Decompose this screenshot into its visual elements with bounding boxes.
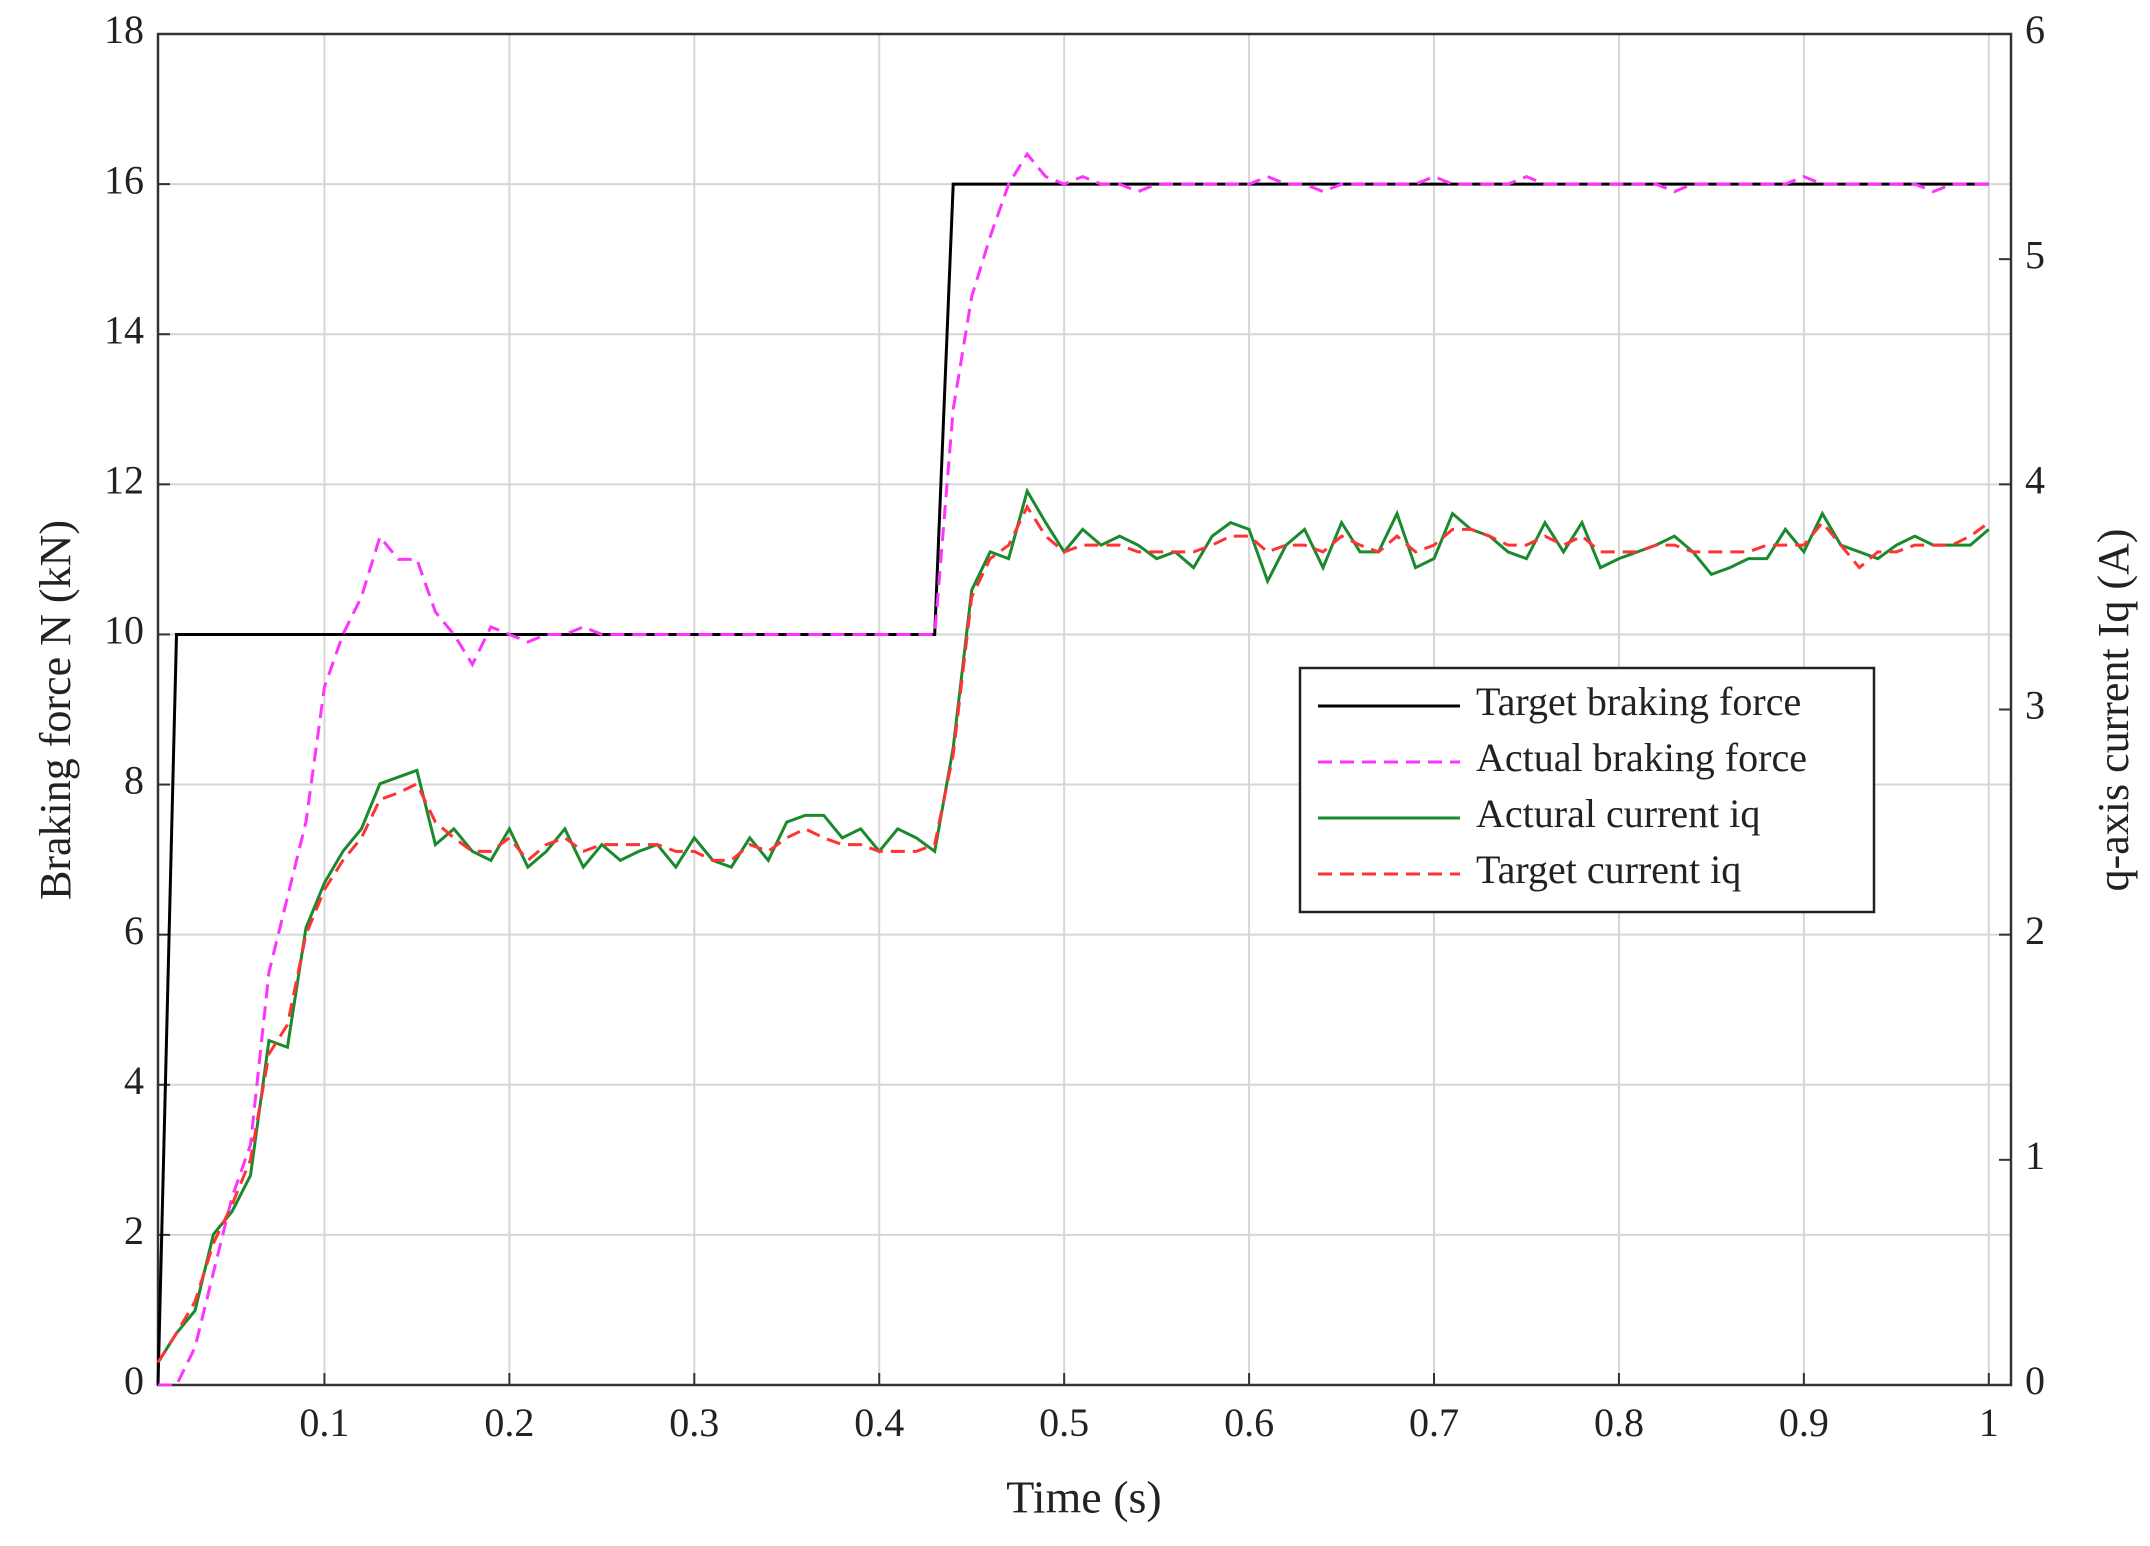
x-tick-label: 0.2: [484, 1400, 534, 1445]
y-tick-label: 6: [124, 908, 144, 953]
y-tick-label: 8: [124, 758, 144, 803]
y-tick-label: 14: [104, 307, 144, 352]
y-tick-label: 18: [104, 7, 144, 52]
x-tick-label: 0.3: [669, 1400, 719, 1445]
x-axis-label: Time (s): [1006, 1472, 1162, 1523]
x-tick-label: 0.4: [854, 1400, 904, 1445]
legend-label: Target braking force: [1476, 679, 1801, 724]
x-tick-label: 0.1: [299, 1400, 349, 1445]
y2-tick-label: 1: [2025, 1133, 2045, 1178]
y2-tick-label: 2: [2025, 908, 2045, 953]
series-line: [156, 487, 1990, 1364]
x-tick-label: 0.9: [1779, 1400, 1829, 1445]
x-tick-label: 0.5: [1039, 1400, 1089, 1445]
y2-tick-label: 4: [2025, 458, 2045, 503]
y-tick-label: 12: [104, 458, 144, 503]
legend-label: Actural current iq: [1476, 791, 1760, 836]
series-line: [158, 151, 1989, 1387]
legend-label: Target current iq: [1476, 847, 1741, 892]
y2-tick-label: 0: [2025, 1358, 2045, 1403]
y-tick-label: 16: [104, 157, 144, 202]
y-tick-label: 2: [124, 1208, 144, 1253]
y2-axis-label: q-axis current Iq (A): [2089, 529, 2138, 892]
series-line: [156, 503, 1990, 1364]
x-tick-label: 1: [1979, 1400, 1999, 1445]
legend-label: Actual braking force: [1476, 735, 1807, 780]
series-line: [156, 182, 1989, 1386]
y-axis-label: Braking force N (kN): [31, 520, 80, 900]
y2-tick-label: 6: [2025, 7, 2045, 52]
x-tick-label: 0.7: [1409, 1400, 1459, 1445]
y2-tick-label: 3: [2025, 683, 2045, 728]
y-tick-label: 10: [104, 608, 144, 653]
y-tick-label: 0: [124, 1358, 144, 1403]
x-tick-label: 0.8: [1594, 1400, 1644, 1445]
plot-frame: [156, 32, 2013, 1387]
y2-tick-label: 5: [2025, 232, 2045, 277]
y-tick-label: 4: [124, 1058, 144, 1103]
x-tick-label: 0.6: [1224, 1400, 1274, 1445]
legend-box: [1298, 666, 1876, 914]
